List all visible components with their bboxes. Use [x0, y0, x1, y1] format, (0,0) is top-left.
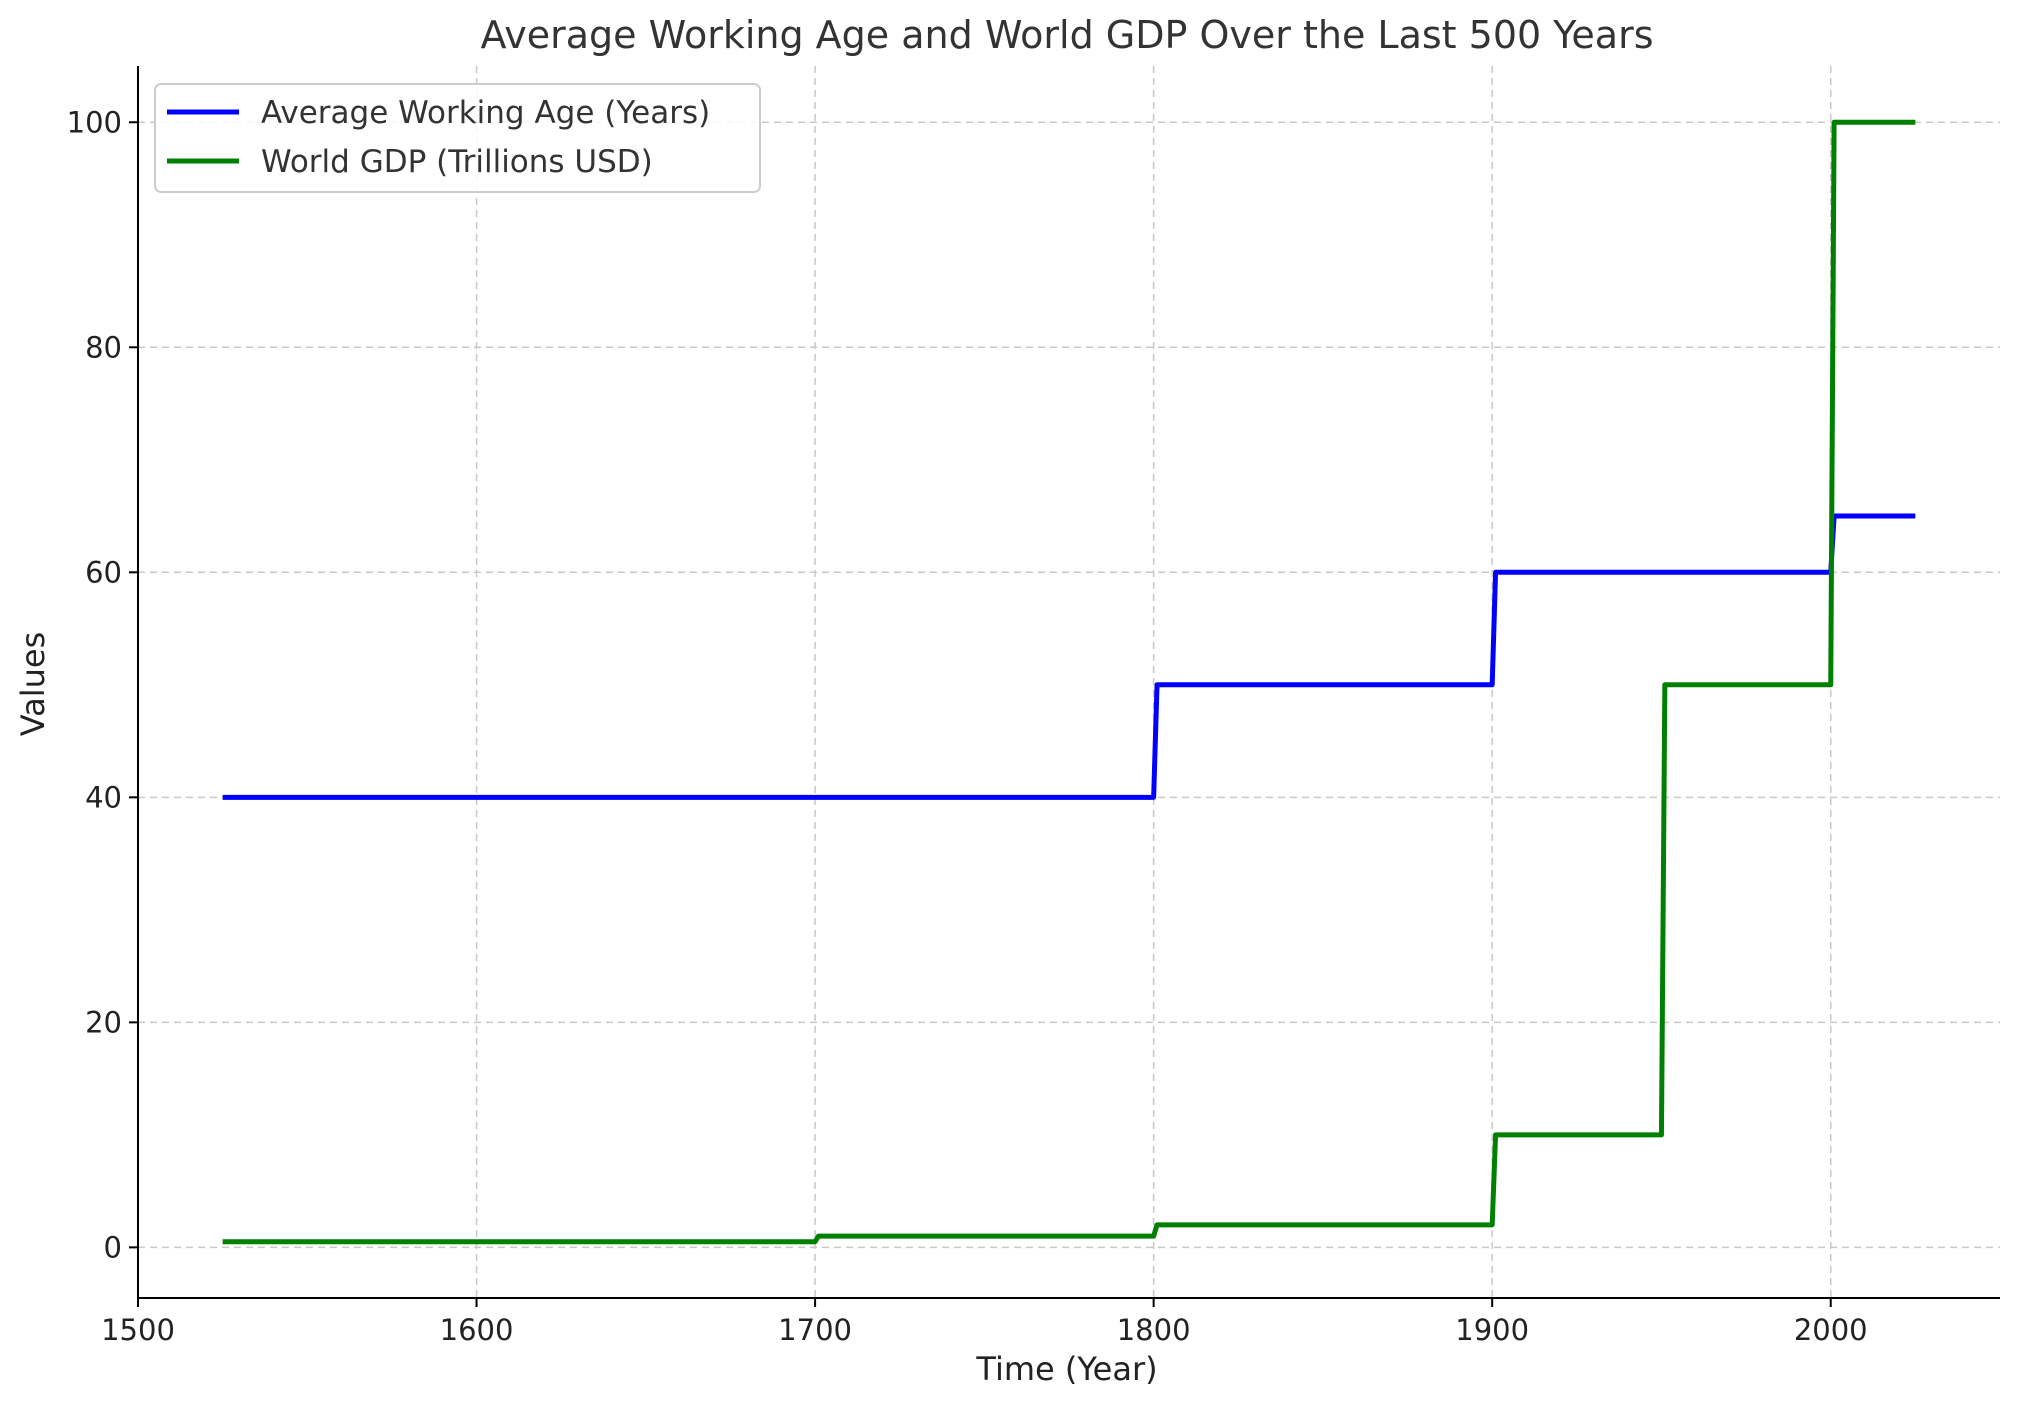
- x-tick-label-2: 1700: [778, 1313, 852, 1347]
- y-tick-label-2: 40: [85, 780, 122, 814]
- legend-entry-1: World GDP (Trillions USD): [261, 144, 653, 180]
- series-lines: [222, 119, 1916, 1245]
- x-tick-label-0: 1500: [101, 1313, 175, 1347]
- x-tick-label-5: 2000: [1794, 1313, 1868, 1347]
- gridlines: [138, 66, 2000, 1298]
- axes: 1500 1600 1700 1800 1900 2000 0 20 40 60 80 100: [67, 66, 2000, 1347]
- x-axis-label: Time (Year): [975, 1350, 1157, 1388]
- legend: Average Working Age (Years) World GDP (Tr…: [154, 83, 761, 193]
- legend-box: [154, 83, 761, 193]
- chart-title: Average Working Age and World GDP Over t…: [480, 13, 1653, 57]
- y-axis-label: Values: [14, 632, 52, 737]
- y-tick-label-4: 80: [85, 330, 122, 364]
- y-tick-label-3: 60: [85, 555, 122, 589]
- x-tick-label-3: 1800: [1117, 1313, 1191, 1347]
- y-tick-label-1: 20: [85, 1005, 122, 1039]
- series-line-1: [222, 119, 1916, 1245]
- legend-entry-0: Average Working Age (Years): [261, 95, 710, 131]
- x-tick-label-1: 1600: [440, 1313, 514, 1347]
- x-tick-label-4: 1900: [1455, 1313, 1529, 1347]
- y-tick-label-0: 0: [104, 1230, 122, 1264]
- y-tick-label-5: 100: [67, 105, 122, 139]
